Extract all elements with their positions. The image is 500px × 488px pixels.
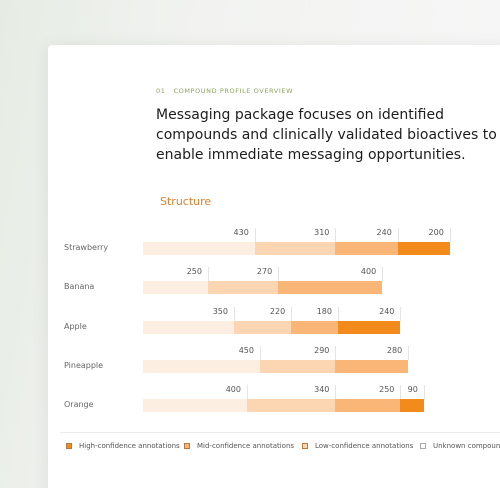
value-label: 400 [360,267,377,277]
bar-segment [143,281,208,295]
value-label: 290 [314,345,330,355]
value-label: 400 [225,385,241,395]
legend-swatch [184,443,190,449]
legend-item: Unknown compounds [420,442,500,450]
bar-segment [335,359,409,373]
value-label: 90 [407,385,418,395]
category-label: Orange [64,400,94,410]
value-label: 180 [316,306,332,316]
bar-segment [338,320,401,334]
category-label: Strawberry [64,243,109,252]
segment-divider [382,267,384,282]
headline: compounds and clinically validated bioac… [156,127,497,143]
legend-label: Mid-confidence annotations [197,442,295,450]
category-label: Apple [64,321,87,331]
bar-segment [208,281,279,295]
value-label: 250 [379,385,395,395]
segment-divider [400,306,402,321]
legend-swatch [302,443,308,449]
segment-divider [400,385,402,400]
value-label: 310 [314,228,330,237]
value-label: 450 [238,345,254,355]
segment-divider [423,385,425,400]
value-label: 240 [379,306,395,316]
segment-divider [335,345,337,360]
bar-segment [291,320,338,334]
bar-segment [143,359,260,373]
eyebrow: 01 COMPOUND PROFILE OVERVIEW [156,87,301,95]
legend-item: Low-confidence annotations [302,442,413,450]
value-label: 340 [314,385,330,395]
legend-item: Mid-confidence annotations [184,442,294,450]
value-label: 280 [386,345,403,355]
segment-divider [335,385,337,400]
value-label: 430 [233,228,249,237]
value-label: 220 [269,306,286,316]
value-label: 250 [186,267,202,277]
value-label: 240 [376,228,392,237]
segment-divider [247,385,248,400]
value-label: 200 [428,228,444,237]
bar-segment [247,399,336,413]
segment-divider [408,345,410,360]
eyebrow-number: 01 [156,87,166,95]
legend-swatch [66,443,72,449]
legend-label: Unknown compounds [433,442,500,450]
segment-divider [449,228,451,242]
chart-title: Structure [160,195,212,208]
bar-segment [143,399,247,413]
bar-segment [397,242,450,255]
segment-divider [335,228,337,242]
bar-segment [335,242,398,255]
bar-segment [260,359,336,373]
bar-segment [143,320,234,334]
legend-swatch [420,443,426,449]
bar-segment [335,399,401,413]
category-label: Banana [64,282,95,292]
bar-segment [143,242,255,255]
separator [60,432,500,433]
segment-divider [338,306,339,321]
headline: enable immediate messaging opportunities… [156,147,466,163]
segment-divider [234,306,235,321]
bar-segment [400,399,424,413]
segment-divider [254,228,256,242]
segment-divider [397,228,399,242]
segment-divider [260,345,261,360]
segment-divider [208,267,209,282]
bar-segment [234,320,292,334]
segment-divider [278,267,280,282]
category-label: Pineapple [64,360,104,370]
legend-label: Low-confidence annotations [315,442,414,450]
bar-segment [254,242,336,255]
legend-label: High-confidence annotations [79,442,180,450]
bar-segment [278,281,383,295]
headline: Messaging package focuses on identified [156,107,444,123]
value-label: 270 [256,267,273,277]
segment-divider [291,306,293,321]
value-label: 350 [212,306,228,316]
legend-item: High-confidence annotations [66,442,180,450]
eyebrow-label: COMPOUND PROFILE OVERVIEW [173,87,294,95]
card: 01 COMPOUND PROFILE OVERVIEW Messaging pa… [48,45,500,488]
